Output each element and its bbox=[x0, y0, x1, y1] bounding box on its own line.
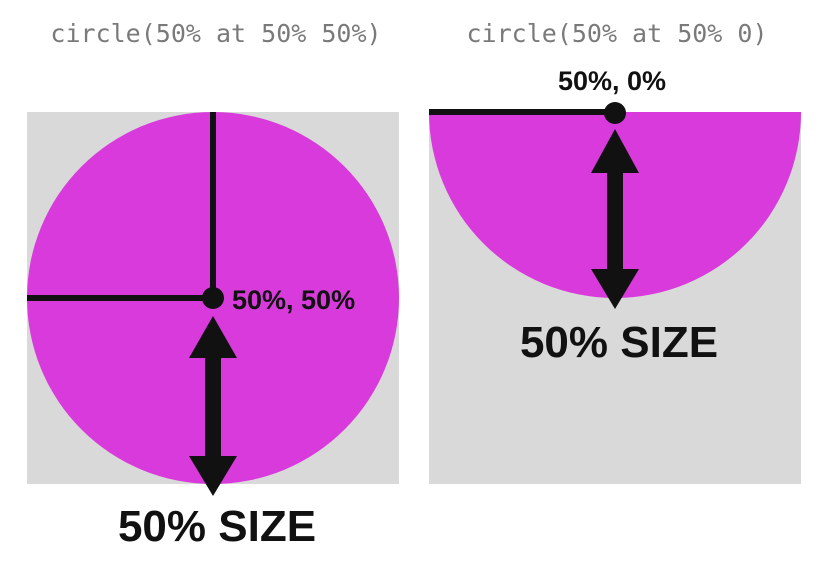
left-position-label: 50%, 50% bbox=[232, 285, 355, 315]
right-code-label: circle(50% at 50% 0) bbox=[466, 19, 767, 48]
left-code-label: circle(50% at 50% 50%) bbox=[50, 19, 381, 48]
right-center-dot bbox=[604, 102, 626, 124]
left-arrow-shaft bbox=[205, 356, 221, 459]
left-double-arrow bbox=[189, 316, 237, 496]
right-arrow-down-head bbox=[591, 269, 639, 309]
right-arrow-up-head bbox=[591, 129, 639, 173]
right-arrow-shaft bbox=[607, 171, 623, 271]
right-size-label: 50% SIZE bbox=[520, 318, 718, 367]
left-size-label: 50% SIZE bbox=[118, 502, 316, 551]
right-position-label: 50%, 0% bbox=[558, 66, 666, 96]
left-arrow-up-head bbox=[189, 316, 237, 358]
left-example: circle(50% at 50% 50%) 50%, 50% 50% SIZE bbox=[27, 19, 399, 551]
right-example: circle(50% at 50% 0) 50%, 0% 50% SIZE bbox=[429, 19, 801, 484]
left-arrow-down-head bbox=[189, 456, 237, 496]
right-double-arrow bbox=[591, 129, 639, 309]
left-center-dot bbox=[202, 287, 224, 309]
